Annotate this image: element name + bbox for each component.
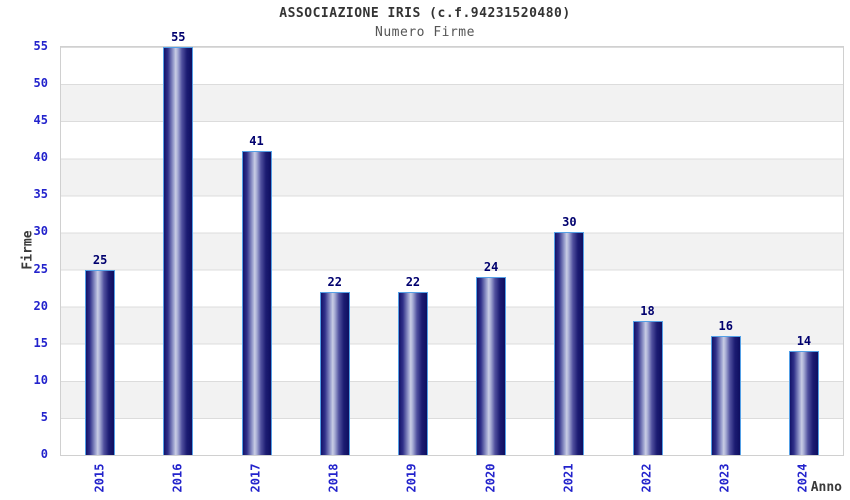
bar-value-label: 22 bbox=[327, 274, 342, 289]
y-tick-label: 20 bbox=[33, 298, 48, 313]
bar-group: 16 bbox=[687, 47, 765, 455]
x-tick-label: 2023 bbox=[717, 463, 732, 493]
bar bbox=[241, 150, 272, 455]
x-tick-label: 2019 bbox=[404, 463, 419, 493]
bar-group: 24 bbox=[452, 47, 530, 455]
x-tick-label: 2015 bbox=[92, 463, 107, 493]
x-tick-label: 2020 bbox=[483, 463, 498, 493]
bar bbox=[710, 336, 741, 455]
bar-group: 55 bbox=[139, 31, 217, 455]
y-tick-label: 25 bbox=[33, 261, 48, 276]
y-tick-label: 15 bbox=[33, 335, 48, 350]
x-tick-label: 2016 bbox=[170, 463, 185, 493]
bar-group: 18 bbox=[608, 47, 686, 455]
x-tick-cell: 2015 bbox=[60, 458, 138, 498]
bar bbox=[319, 291, 350, 455]
bar-group: 14 bbox=[765, 47, 843, 455]
y-tick-label: 30 bbox=[33, 224, 48, 239]
x-tick-cell: 2021 bbox=[529, 458, 607, 498]
x-axis-tick-labels: 2015 2016 2017 2018 2019 2020 2021 2022 2023 2024 bbox=[60, 458, 842, 498]
y-tick-label: 0 bbox=[40, 447, 48, 461]
bar-group: 30 bbox=[530, 47, 608, 455]
x-tick-label: 2018 bbox=[326, 463, 341, 493]
x-axis-title: Anno bbox=[810, 480, 842, 495]
bar bbox=[85, 269, 116, 455]
bar-value-label: 30 bbox=[562, 215, 577, 230]
bar bbox=[632, 321, 663, 455]
y-axis-tick-labels: 0 5 10 15 20 25 30 35 40 45 50 55 bbox=[0, 39, 54, 461]
bar-value-label: 24 bbox=[483, 259, 499, 274]
bar-value-label: 16 bbox=[718, 319, 733, 334]
bar-value-label: 41 bbox=[249, 133, 264, 148]
x-tick-cell: 2019 bbox=[373, 458, 451, 498]
chart-subtitle: Numero Firme bbox=[375, 25, 475, 40]
bar bbox=[788, 351, 819, 455]
bar bbox=[554, 232, 585, 455]
bar-value-label: 14 bbox=[796, 334, 812, 349]
y-tick-label: 45 bbox=[33, 113, 48, 128]
bar-value-label: 22 bbox=[405, 274, 421, 289]
y-tick-label: 50 bbox=[33, 76, 48, 91]
bar-group: 25 bbox=[61, 47, 139, 455]
x-tick-cell: 2023 bbox=[686, 458, 764, 498]
x-tick-cell: 2022 bbox=[607, 458, 685, 498]
bar-value-label: 18 bbox=[640, 304, 655, 319]
y-tick-label: 55 bbox=[33, 39, 48, 53]
y-tick-label: 10 bbox=[33, 372, 48, 387]
x-tick-label: 2017 bbox=[248, 463, 263, 493]
x-tick-label: 2021 bbox=[561, 463, 576, 493]
y-tick-label: 5 bbox=[40, 409, 48, 424]
bar-value-label: 25 bbox=[92, 252, 108, 267]
bars-row: 25 55 41 22 22 24 30 18 16 14 bbox=[61, 31, 843, 455]
bar-group: 22 bbox=[296, 47, 374, 455]
x-tick-label: 2022 bbox=[639, 463, 654, 493]
plot-area: 25 55 41 22 22 24 30 18 16 14 bbox=[60, 31, 844, 456]
y-tick-label: 35 bbox=[33, 187, 48, 202]
x-tick-cell: 2018 bbox=[295, 458, 373, 498]
x-tick-cell: 2016 bbox=[138, 458, 216, 498]
x-tick-cell: 2017 bbox=[216, 458, 294, 498]
bar-value-label: 55 bbox=[171, 30, 186, 44]
bar-group: 22 bbox=[374, 47, 452, 455]
chart-title: ASSOCIAZIONE IRIS (c.f.94231520480) bbox=[279, 6, 571, 21]
bar-group: 41 bbox=[217, 47, 295, 455]
x-tick-cell: 2020 bbox=[451, 458, 529, 498]
y-tick-label: 40 bbox=[33, 150, 48, 165]
bar bbox=[476, 276, 507, 455]
x-tick-label: 2024 bbox=[795, 463, 810, 493]
bar bbox=[163, 47, 194, 455]
bar bbox=[397, 291, 428, 455]
